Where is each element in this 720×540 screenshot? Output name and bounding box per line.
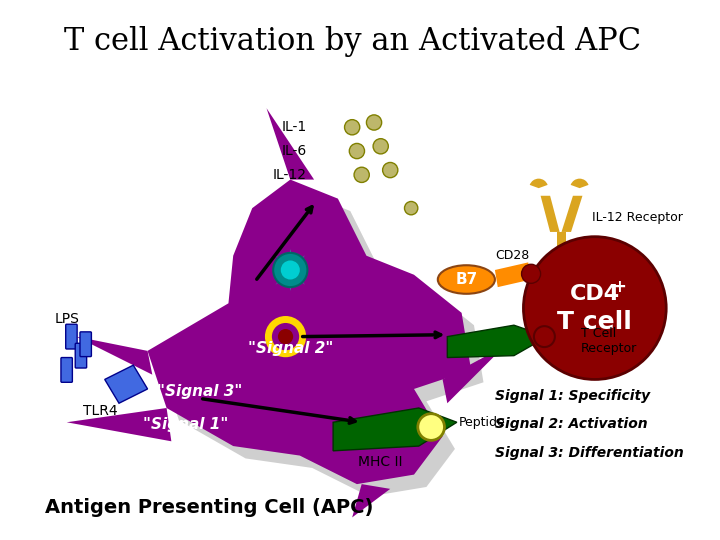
Polygon shape [541,196,559,232]
Circle shape [418,414,444,440]
Circle shape [521,264,541,284]
Polygon shape [495,262,531,287]
Text: T Cell
Receptor: T Cell Receptor [580,327,636,355]
Text: LPS: LPS [54,313,79,327]
Polygon shape [104,365,148,403]
Text: Signal 1: Specificity: Signal 1: Specificity [495,389,650,403]
Polygon shape [287,270,293,291]
Text: Peptide: Peptide [459,416,505,429]
Text: IL-12: IL-12 [272,168,307,182]
Text: CD28: CD28 [495,249,529,262]
Circle shape [373,139,388,154]
Polygon shape [287,255,305,270]
Polygon shape [76,336,153,375]
FancyBboxPatch shape [80,332,91,356]
Text: MHC II: MHC II [359,455,403,469]
Polygon shape [333,408,456,451]
Text: Antigen Presenting Cell (APC): Antigen Presenting Cell (APC) [45,498,374,517]
Polygon shape [276,270,293,285]
Text: T cell: T cell [557,310,632,334]
Polygon shape [67,408,171,441]
Polygon shape [266,108,314,180]
Polygon shape [276,255,293,270]
Wedge shape [571,179,588,188]
Polygon shape [148,180,471,484]
Circle shape [534,326,555,347]
Text: IL-12 Receptor: IL-12 Receptor [592,211,683,224]
Text: "Signal 3": "Signal 3" [157,384,243,399]
Text: Signal 3: Differentiation: Signal 3: Differentiation [495,446,684,460]
Circle shape [366,115,382,130]
Ellipse shape [438,265,495,294]
Polygon shape [557,232,566,259]
Circle shape [281,260,300,280]
Circle shape [405,201,418,215]
Text: B7: B7 [455,272,477,287]
Circle shape [278,329,293,344]
Circle shape [345,120,360,135]
Text: IL-6: IL-6 [282,144,307,158]
Wedge shape [530,179,548,188]
Circle shape [273,253,307,287]
Text: IL-1: IL-1 [282,120,307,134]
Polygon shape [287,249,293,270]
Circle shape [523,237,666,380]
FancyBboxPatch shape [61,357,73,382]
Text: T cell Activation by an Activated APC: T cell Activation by an Activated APC [63,26,641,57]
FancyBboxPatch shape [66,324,77,349]
Text: "Signal 2": "Signal 2" [248,341,333,355]
Polygon shape [447,325,547,357]
Polygon shape [287,270,305,285]
Text: "Signal 1": "Signal 1" [143,417,228,431]
Text: Signal 2: Activation: Signal 2: Activation [495,417,647,431]
Polygon shape [562,196,582,232]
Circle shape [382,163,398,178]
FancyBboxPatch shape [75,343,86,368]
Polygon shape [443,346,505,403]
Circle shape [354,167,369,183]
Text: +: + [613,278,626,296]
Polygon shape [160,192,484,496]
Circle shape [349,144,364,159]
Text: TLR4: TLR4 [83,404,117,418]
Polygon shape [352,484,390,517]
Text: CD4: CD4 [570,284,620,304]
